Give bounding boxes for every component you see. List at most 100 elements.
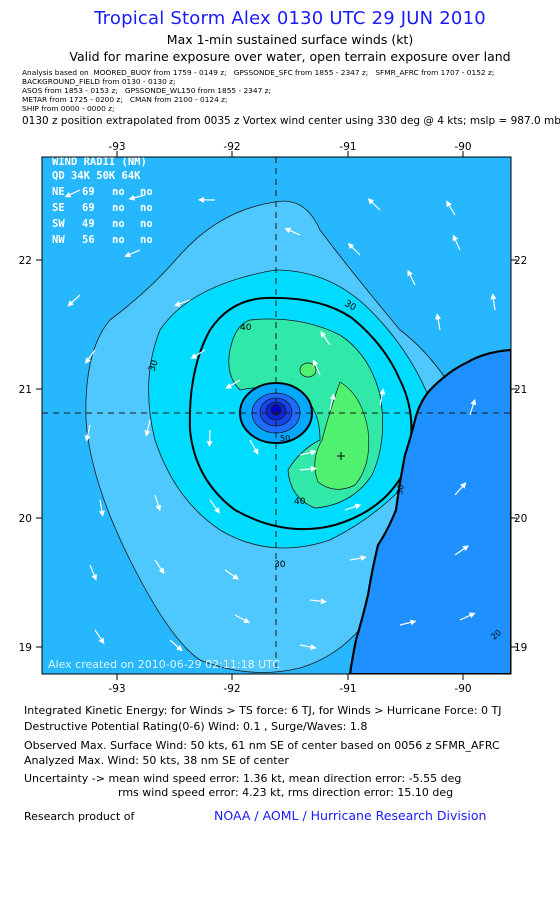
wind-vector-arrow bbox=[452, 234, 461, 251]
contour-label: 50 bbox=[280, 434, 290, 443]
wind-vector-arrow bbox=[367, 198, 381, 211]
wind-vector-arrow bbox=[169, 639, 183, 652]
latitude-tick-label: 19 bbox=[19, 642, 32, 654]
wind-radii-columns: QD 34K 50K 64K bbox=[52, 170, 141, 182]
latitude-tick-label: 20 bbox=[514, 513, 527, 525]
wind-vector-arrow bbox=[284, 227, 301, 236]
wind-vector-arrow bbox=[225, 379, 241, 389]
max-wind-marker bbox=[337, 452, 345, 460]
wind-vector-arrow bbox=[190, 349, 206, 359]
contour-label: 30 bbox=[395, 484, 406, 496]
hrd-link[interactable]: NOAA / AOML / Hurricane Research Divisio… bbox=[214, 808, 487, 823]
wind-vector-arrow bbox=[249, 439, 259, 455]
wind-vector-arrow bbox=[344, 503, 362, 511]
wind-vector-arrow bbox=[299, 449, 317, 456]
wind-field-map: 30 30 40 40 30 50 30 20 WIND RADII (NM) … bbox=[19, 141, 528, 695]
wind-vector-arrow bbox=[469, 398, 477, 416]
quadrant-label: SE bbox=[52, 202, 65, 214]
longitude-tick-label: -91 bbox=[339, 141, 356, 153]
analysis-line: Analysis based on MOORED_BUOY from 1759 … bbox=[22, 68, 495, 77]
wind-vector-arrow bbox=[94, 629, 105, 645]
analysis-line: SHIP from 0000 - 0000 z; bbox=[22, 104, 115, 113]
wind-vector-arrow bbox=[459, 612, 476, 621]
contour-label: 30 bbox=[274, 560, 286, 570]
wind-vector-arrow bbox=[407, 269, 416, 286]
wind-radii-row: SE 69 no no bbox=[52, 202, 153, 214]
wind-radii-row: SW 49 no no bbox=[52, 218, 153, 230]
wind-vector-arrow bbox=[399, 619, 417, 626]
coastline bbox=[349, 349, 511, 674]
ike-line: Integrated Kinetic Energy: for Winds > T… bbox=[24, 704, 502, 717]
latitude-tick-label: 21 bbox=[19, 384, 32, 396]
contour-50-small bbox=[299, 362, 317, 378]
radius-64kt: no bbox=[140, 202, 153, 214]
page-title: Tropical Storm Alex 0130 UTC 29 JUN 2010 bbox=[94, 8, 486, 29]
valid-note: Valid for marine exposure over water, op… bbox=[69, 49, 511, 64]
contour-label: 30 bbox=[147, 359, 160, 373]
latitude-tick-label: 22 bbox=[19, 255, 32, 267]
map-subtitle: Max 1-min sustained surface winds (kt) bbox=[166, 32, 414, 47]
radius-50kt: no bbox=[112, 218, 125, 230]
radius-64kt: no bbox=[140, 186, 153, 198]
radius-34kt: 56 bbox=[82, 234, 95, 246]
radius-50kt: no bbox=[112, 186, 125, 198]
wind-vector-arrow bbox=[347, 242, 361, 256]
wind-vector-arrow bbox=[299, 644, 317, 651]
wind-radii-row: NE 69 no no bbox=[52, 186, 153, 198]
wind-vector-arrow bbox=[379, 388, 386, 406]
longitude-tick-label: -91 bbox=[339, 683, 356, 695]
wind-vector-arrow bbox=[224, 569, 240, 580]
analysis-line: BACKGROUND_FIELD from 0130 - 0130 z; bbox=[22, 77, 176, 86]
wind-vector-arrow bbox=[435, 313, 442, 331]
wind-vector-arrow bbox=[89, 564, 97, 581]
tick-marks bbox=[36, 151, 517, 680]
wind-vector-arrow bbox=[85, 349, 96, 364]
wind-vector-arrow bbox=[446, 200, 456, 216]
radius-34kt: 49 bbox=[82, 218, 95, 230]
longitude-tick-label: -90 bbox=[454, 683, 471, 695]
wind-radii-row: NW 56 no no bbox=[52, 234, 153, 246]
position-note: 0130 z position extrapolated from 0035 z… bbox=[22, 115, 560, 127]
wind-vector-arrow bbox=[64, 189, 81, 198]
latitude-tick-label: 22 bbox=[514, 255, 527, 267]
wind-vectors bbox=[64, 189, 497, 652]
wind-vector-arrow bbox=[124, 249, 141, 258]
longitude-tick-label: -93 bbox=[108, 141, 125, 153]
wind-vector-arrow bbox=[144, 419, 151, 437]
wind-vector-arrow bbox=[312, 359, 321, 376]
quadrant-label: SW bbox=[52, 218, 65, 230]
longitude-tick-label: -92 bbox=[223, 683, 240, 695]
wind-vector-arrow bbox=[128, 194, 146, 201]
analyzed-max-line: Analyzed Max. Wind: 50 kts, 38 nm SE of … bbox=[24, 754, 289, 767]
longitude-tick-label: -92 bbox=[223, 141, 240, 153]
creation-stamp: Alex created on 2010-06-29 02:11:18 UTC bbox=[48, 658, 280, 671]
wind-vector-arrow bbox=[309, 598, 327, 605]
contour-50-region bbox=[314, 381, 370, 490]
contour-label: 40 bbox=[294, 497, 306, 507]
latitude-tick-label: 19 bbox=[514, 642, 527, 654]
analysis-line: METAR from 1725 - 0200 z; CMAN from 2100… bbox=[22, 95, 228, 104]
longitude-tick-label: -93 bbox=[108, 683, 125, 695]
contour-label: 40 bbox=[240, 323, 252, 333]
radius-64kt: no bbox=[140, 234, 153, 246]
analysis-line: ASOS from 1853 - 0153 z; GPSSONDE_WL150 … bbox=[22, 86, 272, 95]
radius-34kt: 69 bbox=[82, 202, 95, 214]
observed-max-line: Observed Max. Surface Wind: 50 kts, 61 n… bbox=[24, 739, 500, 752]
uncertainty-line: Uncertainty -> mean wind speed error: 1.… bbox=[24, 772, 462, 785]
wind-radii-table: WIND RADII (NM) QD 34K 50K 64K NE 69 no … bbox=[52, 156, 153, 246]
radius-50kt: no bbox=[112, 234, 125, 246]
wind-vector-arrow bbox=[98, 499, 105, 517]
wind-vector-arrow bbox=[84, 424, 91, 442]
wind-vector-arrow bbox=[329, 393, 336, 411]
quadrant-label: NE bbox=[52, 186, 65, 198]
radius-64kt: no bbox=[140, 218, 153, 230]
wind-vector-arrow bbox=[154, 559, 165, 575]
radius-50kt: no bbox=[112, 202, 125, 214]
wind-vector-arrow bbox=[154, 494, 162, 512]
latitude-tick-label: 21 bbox=[514, 384, 527, 396]
rms-line: rms wind speed error: 4.23 kt, rms direc… bbox=[118, 786, 454, 799]
wind-vector-arrow bbox=[174, 299, 191, 307]
wind-vector-arrow bbox=[206, 429, 213, 447]
radius-34kt: 69 bbox=[82, 186, 95, 198]
longitude-tick-label: -90 bbox=[454, 141, 471, 153]
